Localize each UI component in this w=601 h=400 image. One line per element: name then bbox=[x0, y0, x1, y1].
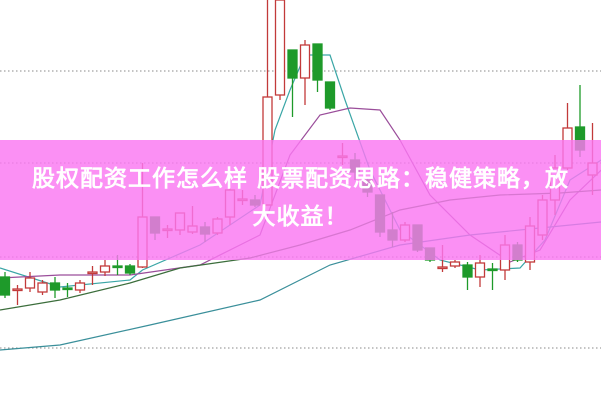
candle-up bbox=[474, 262, 486, 278]
candle-up bbox=[12, 288, 23, 292]
title-line-1: 股权配资工作怎么样 股票配资思路：稳健策略，放 bbox=[31, 166, 569, 192]
candle-up bbox=[24, 277, 36, 289]
candle-down bbox=[62, 287, 73, 291]
candle-up bbox=[74, 282, 86, 291]
candle-down bbox=[0, 276, 11, 296]
candle-up bbox=[449, 261, 461, 267]
candle-down bbox=[112, 265, 123, 269]
candle-down bbox=[287, 49, 298, 79]
candle-down bbox=[324, 81, 336, 109]
title-banner bbox=[0, 140, 601, 260]
candle-up bbox=[99, 265, 111, 273]
candle-down bbox=[124, 265, 136, 274]
candle-up bbox=[87, 271, 98, 275]
candle-up bbox=[37, 282, 48, 293]
article-title: 股权配资工作怎么样 股票配资思路：稳健策略，放 大收益！ bbox=[0, 160, 601, 236]
candle-down bbox=[49, 282, 61, 291]
candle-up bbox=[274, 0, 286, 96]
moving-average-line bbox=[0, 54, 601, 288]
candle-down bbox=[312, 43, 323, 81]
candle-up bbox=[437, 266, 448, 270]
candle-up bbox=[299, 44, 311, 79]
candle-down bbox=[462, 264, 473, 278]
title-line-2: 大收益！ bbox=[252, 204, 349, 230]
candle-down bbox=[487, 268, 498, 272]
